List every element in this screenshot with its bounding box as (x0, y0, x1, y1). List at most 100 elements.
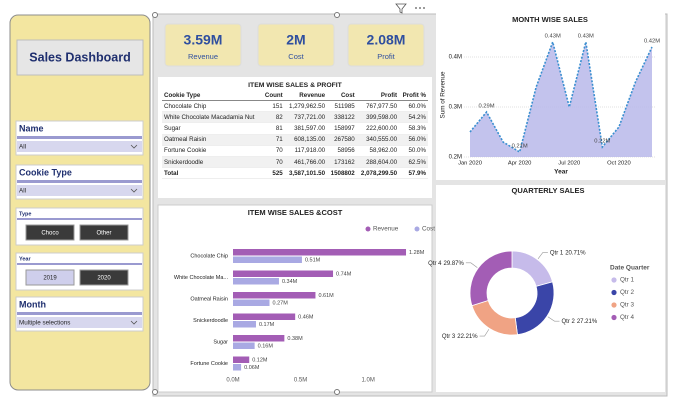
more-options[interactable] (415, 7, 425, 9)
table-cell: 288,604.00 (356, 156, 400, 169)
bar (233, 313, 296, 320)
resize-handle[interactable] (334, 12, 340, 18)
x-tick-label: Jan 2020 (458, 161, 482, 167)
y-tick-label: Fortune Cookie (190, 361, 228, 367)
y-tick-label: 0.4M (449, 55, 462, 61)
slicer-button[interactable] (79, 224, 129, 241)
slicer-title: Name (19, 123, 44, 133)
slicer[interactable]: Month Multiple selections (15, 296, 144, 332)
table-cell: 222,600.00 (356, 122, 400, 135)
data-label: 0.06M (244, 365, 260, 371)
y-tick-label: White Chocolate Ma... (174, 275, 229, 281)
table-cell: 511985 (327, 100, 357, 113)
slice-category: Qtr 4 (428, 260, 442, 266)
table-cell: 60.0% (399, 100, 428, 113)
slice-label: Qtr 2 27.21% (562, 319, 598, 325)
data-label: 0.22M (594, 139, 610, 145)
data-label: 0.16M (258, 343, 274, 349)
bar (233, 356, 250, 363)
data-label: 0.74M (336, 271, 352, 277)
dot[interactable] (419, 7, 421, 9)
slicer-option[interactable]: Choco (41, 231, 59, 237)
legend-marker (611, 302, 617, 308)
legend-label: Qtr 4 (620, 314, 634, 321)
table-cell: 56.0% (399, 134, 428, 146)
slicer[interactable]: Year 2019 2020 (15, 252, 144, 291)
resize-handle[interactable] (152, 12, 158, 18)
table-cell: 62.5% (399, 156, 428, 169)
table-row: Snickerdoodle 70 461,766.00 173162 288,604.0… (162, 156, 428, 169)
kpi-card (164, 23, 242, 67)
table-cell: Sugar (162, 122, 262, 135)
kpi-label: Cost (288, 52, 304, 61)
bar (233, 335, 285, 342)
column-header: Profit (356, 90, 400, 101)
slicer-underline (17, 218, 142, 220)
legend-label: Cost (422, 226, 435, 233)
data-label: 0.43M (578, 34, 594, 40)
slicer-underline (17, 180, 142, 183)
table-cell: 54.2% (399, 111, 428, 124)
slicer-underline (17, 312, 142, 315)
table-cell: Oatmeal Raisin (162, 134, 262, 146)
chart-title: QUARTERLY SALES (512, 186, 585, 195)
y-tick-label: Chocolate Chip (190, 253, 228, 259)
table-cell: 50.0% (399, 145, 428, 157)
slicer[interactable]: Cookie Type All (15, 164, 144, 200)
leader-line (465, 262, 478, 268)
table-row: Oatmeal Raisin 71 608,135.00 267580 340,555.… (162, 134, 428, 146)
table-cell: 338122 (327, 111, 357, 124)
dropdown[interactable] (17, 317, 142, 328)
table-cell: 151 (261, 100, 285, 113)
header-row: Cookie Type Count Revenue Cost Profit Profit … (162, 90, 428, 101)
kpi-value: 2.08M (367, 32, 406, 48)
dropdown[interactable] (17, 185, 142, 196)
slicer-button[interactable] (25, 269, 75, 286)
slicer-title: Cookie Type (19, 167, 72, 177)
data-label: 0.21M (512, 144, 528, 150)
table-cell: 70 (261, 145, 285, 157)
slicer-option[interactable]: Other (96, 231, 111, 237)
legend-label: Revenue (373, 226, 399, 233)
table-cell: Total (162, 167, 262, 180)
chevron (130, 144, 138, 149)
slicer-option[interactable]: 2019 (43, 276, 57, 282)
data-label: 0.38M (287, 336, 303, 342)
table-cell: 525 (261, 167, 285, 180)
dot[interactable] (415, 7, 417, 9)
slicer-button[interactable] (25, 224, 75, 241)
filter-glyph[interactable] (395, 3, 407, 14)
chevron (130, 320, 138, 325)
leader-line (537, 252, 548, 259)
resize-handle[interactable] (152, 389, 158, 395)
slice-label: Qtr 1 20.71% (550, 250, 586, 256)
data-label: 0.29M (478, 104, 494, 110)
data-label: 0.27M (272, 300, 288, 306)
dot[interactable] (423, 7, 425, 9)
x-tick-label: Oct 2020 (607, 161, 631, 167)
slicer[interactable]: Type Choco Other (15, 207, 144, 246)
table-cell: 82 (261, 111, 285, 124)
dropdown[interactable] (17, 141, 142, 152)
data-table: Cookie Type Count Revenue Cost Profit Profit … (162, 90, 428, 180)
slicer-title: Month (19, 299, 46, 309)
table-title: ITEM WISE SALES & PROFIT (248, 82, 342, 89)
data-label: 0.61M (318, 293, 334, 299)
data-label: 0.43M (545, 34, 561, 40)
chevron (130, 188, 138, 193)
bar (233, 364, 242, 371)
slice-category: Qtr 1 (550, 250, 564, 256)
table-row: Chocolate Chip 151 1,279,962.50 511985 767,9… (162, 100, 428, 113)
slice-value: 27.21% (577, 319, 598, 325)
bar (233, 299, 270, 306)
slicer-option[interactable]: 2020 (97, 276, 111, 282)
filter-icon[interactable] (395, 3, 407, 14)
total-row: Total 525 3,587,101.50 1508802 2,078,299.50 5… (162, 167, 428, 180)
slicer[interactable]: Name All (15, 120, 144, 156)
table-cell: 70 (261, 156, 285, 169)
resize-handle[interactable] (334, 389, 340, 395)
slicer-button[interactable] (79, 269, 129, 286)
legend-marker (414, 226, 420, 232)
bar (233, 321, 256, 328)
column-header: Cost (327, 90, 357, 101)
